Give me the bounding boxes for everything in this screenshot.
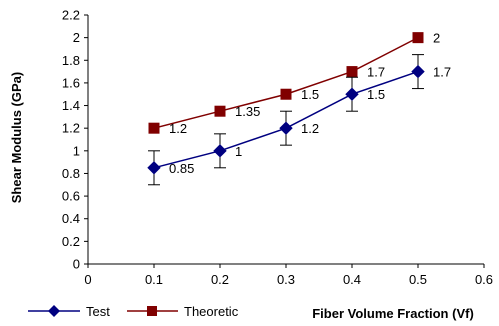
y-tick-label: 1 (73, 143, 80, 158)
data-label-theoretic: 2 (433, 31, 440, 46)
y-tick-label: 1.4 (62, 98, 80, 113)
x-tick-label: 0.5 (409, 272, 427, 287)
x-tick-label: 0.3 (277, 272, 295, 287)
point-marker-theoretic (280, 88, 292, 100)
point-marker-test (345, 87, 359, 101)
legend-item-theoretic: Theoretic (127, 304, 239, 319)
data-label-test: 1.7 (433, 65, 451, 80)
y-tick-label: 0.6 (62, 189, 80, 204)
series-layer (147, 32, 425, 186)
data-label-theoretic: 1.7 (367, 65, 385, 80)
point-marker-theoretic (346, 66, 358, 78)
y-tick-label: 2.2 (62, 8, 80, 23)
point-marker-test (279, 121, 293, 135)
data-label-theoretic: 1.5 (301, 87, 319, 102)
x-tick-label: 0.2 (211, 272, 229, 287)
data-label-theoretic: 1.2 (169, 121, 187, 136)
y-tick-label: 0.2 (62, 234, 80, 249)
legend-theoretic-label: Theoretic (184, 304, 239, 319)
axes: 0 0.2 0.4 0.6 0.8 1 1.2 1.4 1.6 1.8 2 2.2 0 0.1 0.2 0.3… (62, 8, 493, 288)
x-tick-label: 0 (84, 272, 91, 287)
legend-theoretic-marker (147, 306, 157, 316)
point-marker-theoretic (412, 32, 424, 44)
data-label-test: 1.5 (367, 87, 385, 102)
data-labels-layer: 1.2 1.35 1.5 1.7 2 0.85 1 1.2 1.5 1.7 (169, 31, 451, 176)
y-tick-label: 0.8 (62, 166, 80, 181)
y-tick-label: 0.4 (62, 211, 80, 226)
y-tick-label: 0 (73, 257, 80, 272)
y-tick-label: 1.8 (62, 53, 80, 68)
y-axis-title: Shear Modulus (GPa) (9, 72, 24, 203)
y-tick-label: 1.6 (62, 75, 80, 90)
point-marker-theoretic (148, 122, 160, 134)
point-marker-test (147, 161, 161, 175)
data-label-theoretic: 1.35 (235, 104, 260, 119)
x-tick-label: 0.1 (145, 272, 163, 287)
legend-test-label: Test (86, 304, 110, 319)
point-marker-test (411, 64, 425, 79)
point-marker-test (213, 144, 227, 158)
point-marker-theoretic (214, 105, 226, 117)
y-tick-label: 1.2 (62, 121, 80, 136)
x-axis-title: Fiber Volume Fraction (Vf) (312, 306, 474, 321)
legend-item-test: Test (28, 304, 110, 319)
legend-test-marker (48, 305, 60, 317)
data-label-test: 0.85 (169, 161, 194, 176)
y-tick-label: 2 (73, 30, 80, 45)
x-tick-label: 0.4 (343, 272, 361, 287)
legend: Test Theoretic (28, 304, 239, 319)
data-label-test: 1 (235, 144, 242, 159)
data-label-test: 1.2 (301, 121, 319, 136)
x-tick-label: 0.6 (475, 272, 493, 287)
